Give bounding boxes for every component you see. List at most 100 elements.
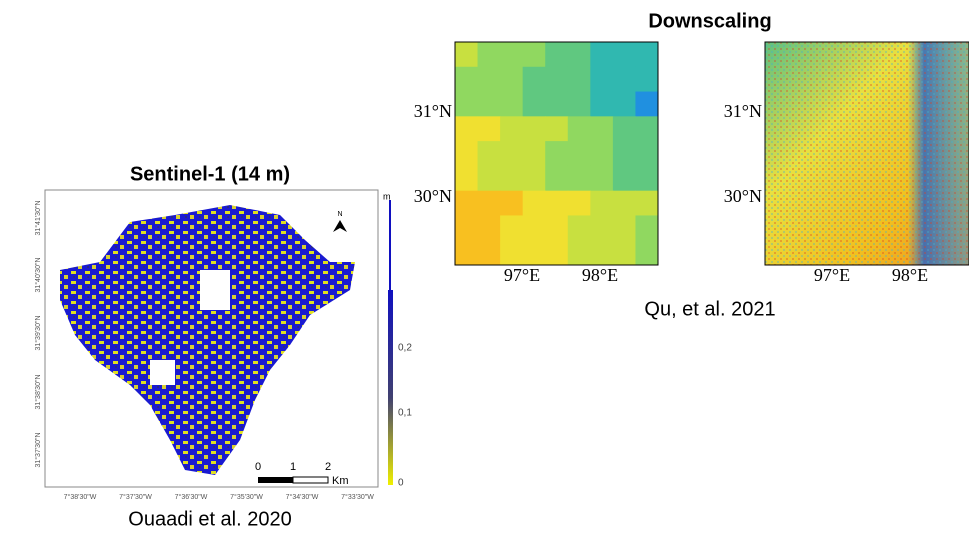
raster-cell [455, 141, 478, 166]
raster-cell [478, 191, 501, 216]
scale-label: 0 [255, 461, 261, 473]
raster-cell [568, 240, 591, 265]
raster-cell [545, 215, 568, 240]
scale-label: Km [332, 475, 349, 487]
raster-cell [613, 166, 636, 191]
colorbar-label: 0,1 [398, 408, 412, 419]
lat-label: 30°N [724, 186, 762, 206]
raster-cell [568, 67, 591, 92]
raster-cell [545, 191, 568, 216]
raster-cell [500, 166, 523, 191]
raster-cell [500, 67, 523, 92]
raster-cell [478, 166, 501, 191]
colorbar [389, 200, 391, 290]
raster-cell [568, 92, 591, 117]
raster-cell [613, 42, 636, 67]
fine-raster [765, 42, 969, 265]
raster-cell [613, 67, 636, 92]
scale-bar [293, 477, 328, 483]
raster-cell [523, 215, 546, 240]
raster-cell [590, 67, 613, 92]
lat-label: 31°N [724, 101, 762, 121]
raster-cell [568, 191, 591, 216]
raster-cell [590, 166, 613, 191]
raster-cell [523, 42, 546, 67]
colorbar-label: 0,2 [398, 343, 412, 354]
raster-cell [590, 42, 613, 67]
raster-cell [455, 166, 478, 191]
raster-cell [545, 240, 568, 265]
raster-cell [613, 141, 636, 166]
raster-cell [635, 215, 658, 240]
raster-cell [545, 166, 568, 191]
lon-label: 98°E [892, 265, 928, 285]
raster-cell [455, 116, 478, 141]
lat-label: 30°N [414, 186, 452, 206]
raster-cell [568, 215, 591, 240]
lon-label: 7°36'30"W [175, 493, 208, 501]
lon-label: 97°E [814, 265, 850, 285]
lat-label: 31°37'30"N [34, 432, 42, 467]
colorbar [388, 290, 393, 485]
raster-cell [590, 240, 613, 265]
raster-cell [613, 215, 636, 240]
raster-cell [500, 191, 523, 216]
gap [150, 360, 175, 385]
colorbar-label: 0 [398, 478, 404, 489]
raster-cell [523, 240, 546, 265]
raster-cell [478, 42, 501, 67]
caption: Ouaadi et al. 2020 [128, 508, 291, 530]
lon-label: 98°E [582, 265, 618, 285]
raster-cell [500, 141, 523, 166]
raster-cell [523, 166, 546, 191]
raster-cell [635, 92, 658, 117]
fine-map [765, 42, 969, 265]
raster-cell [635, 42, 658, 67]
raster-cell [523, 67, 546, 92]
raster-cell [455, 191, 478, 216]
sentinel-map: N 0 1 2 Km m 0,2 0,1 0 [45, 190, 412, 489]
raster-cell [635, 116, 658, 141]
scale-label: 1 [290, 461, 296, 473]
raster-cell [523, 191, 546, 216]
lon-label: 7°35'30"W [230, 493, 263, 501]
north-label: N [337, 211, 342, 218]
raster-cell [478, 92, 501, 117]
slide-title: Downscaling [648, 10, 771, 32]
scale-bar [258, 477, 293, 483]
raster-cell [478, 215, 501, 240]
raster-cell [613, 191, 636, 216]
raster-cell [500, 215, 523, 240]
raster-cell [500, 240, 523, 265]
raster-cell [613, 92, 636, 117]
raster-cell [590, 141, 613, 166]
raster-cell [590, 116, 613, 141]
gap [200, 270, 230, 310]
lon-label: 7°33'30"W [341, 493, 374, 501]
raster-cell [545, 141, 568, 166]
lat-label: 31°40'30"N [34, 257, 42, 292]
raster-cell [590, 215, 613, 240]
raster-cell [613, 240, 636, 265]
raster-cell [545, 116, 568, 141]
north-arrow [333, 220, 347, 232]
lat-label: 31°39'30"N [34, 315, 42, 350]
raster-cell [500, 116, 523, 141]
raster-cell [478, 240, 501, 265]
raster-cell [455, 215, 478, 240]
lon-label: 7°34'30"W [286, 493, 319, 501]
raster-cell [523, 92, 546, 117]
raster-cell [478, 67, 501, 92]
lon-label: 7°38'30"W [64, 493, 97, 501]
raster-cell [523, 141, 546, 166]
scale-label: 2 [325, 461, 331, 473]
raster-cell [568, 42, 591, 67]
raster-cell [568, 141, 591, 166]
raster-cell [455, 240, 478, 265]
colorbar-title: m [383, 191, 391, 201]
lat-label: 31°41'30"N [34, 200, 42, 235]
raster-cell [455, 42, 478, 67]
raster-cell [500, 42, 523, 67]
slide: Downscaling Sentinel-1 (14 m) Ouaadi et … [0, 0, 969, 533]
lon-label: 7°37'30"W [119, 493, 152, 501]
